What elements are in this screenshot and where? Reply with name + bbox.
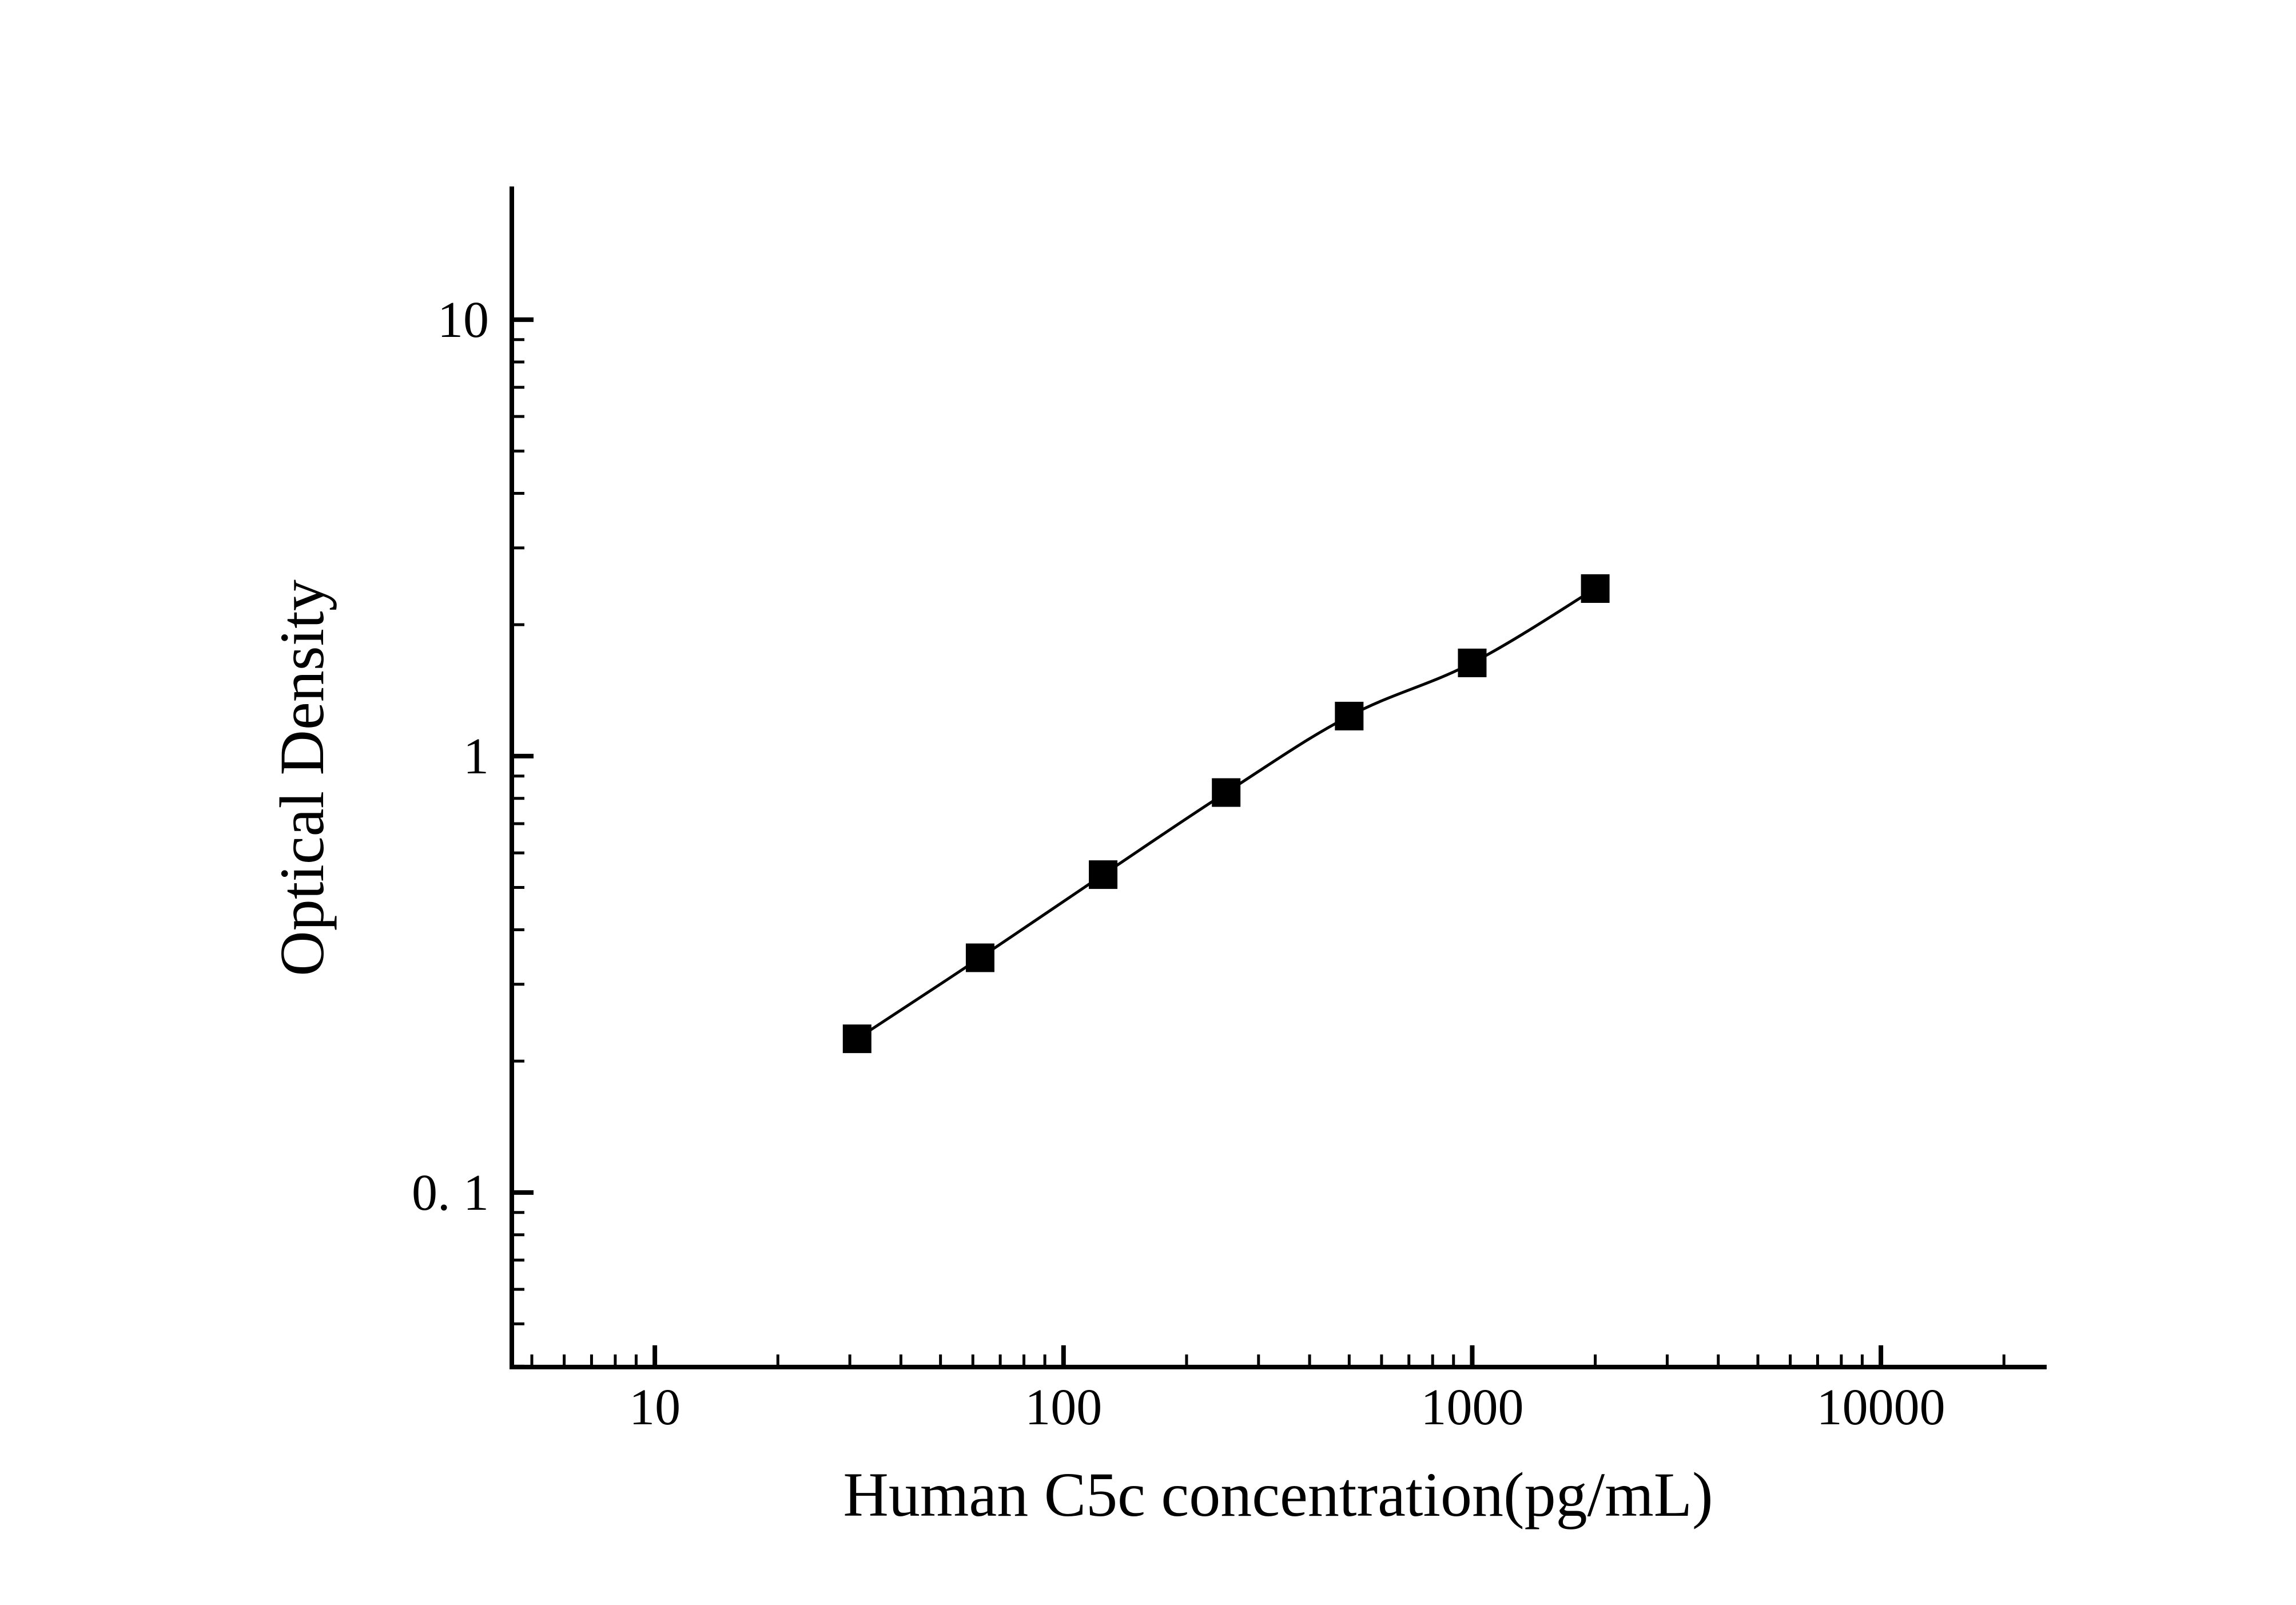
data-marker [843,1024,872,1053]
x-tick-label: 100 [1025,1379,1102,1436]
y-axis-label: Optical Density [267,579,337,976]
data-marker [1581,574,1610,603]
y-tick-label: 10 [437,292,489,348]
data-marker [1335,702,1363,730]
data-marker [966,943,994,972]
chart-svg: 10 100 1000 10000 0. 1 1 10 Human C5c concentra… [0,0,2296,1605]
x-axis-label: Human C5c concentration(pg/mL) [843,1460,1713,1529]
y-tick-label: 0. 1 [412,1165,489,1221]
x-tick-label: 10000 [1817,1379,1945,1436]
y-tick-label: 1 [463,728,489,785]
chart-canvas: 10 100 1000 10000 0. 1 1 10 Human C5c concentra… [0,0,2296,1605]
data-marker [1089,860,1117,889]
data-marker [1458,649,1486,677]
data-marker [1212,778,1240,807]
x-tick-label: 10 [629,1379,681,1436]
x-tick-label: 1000 [1420,1379,1523,1436]
